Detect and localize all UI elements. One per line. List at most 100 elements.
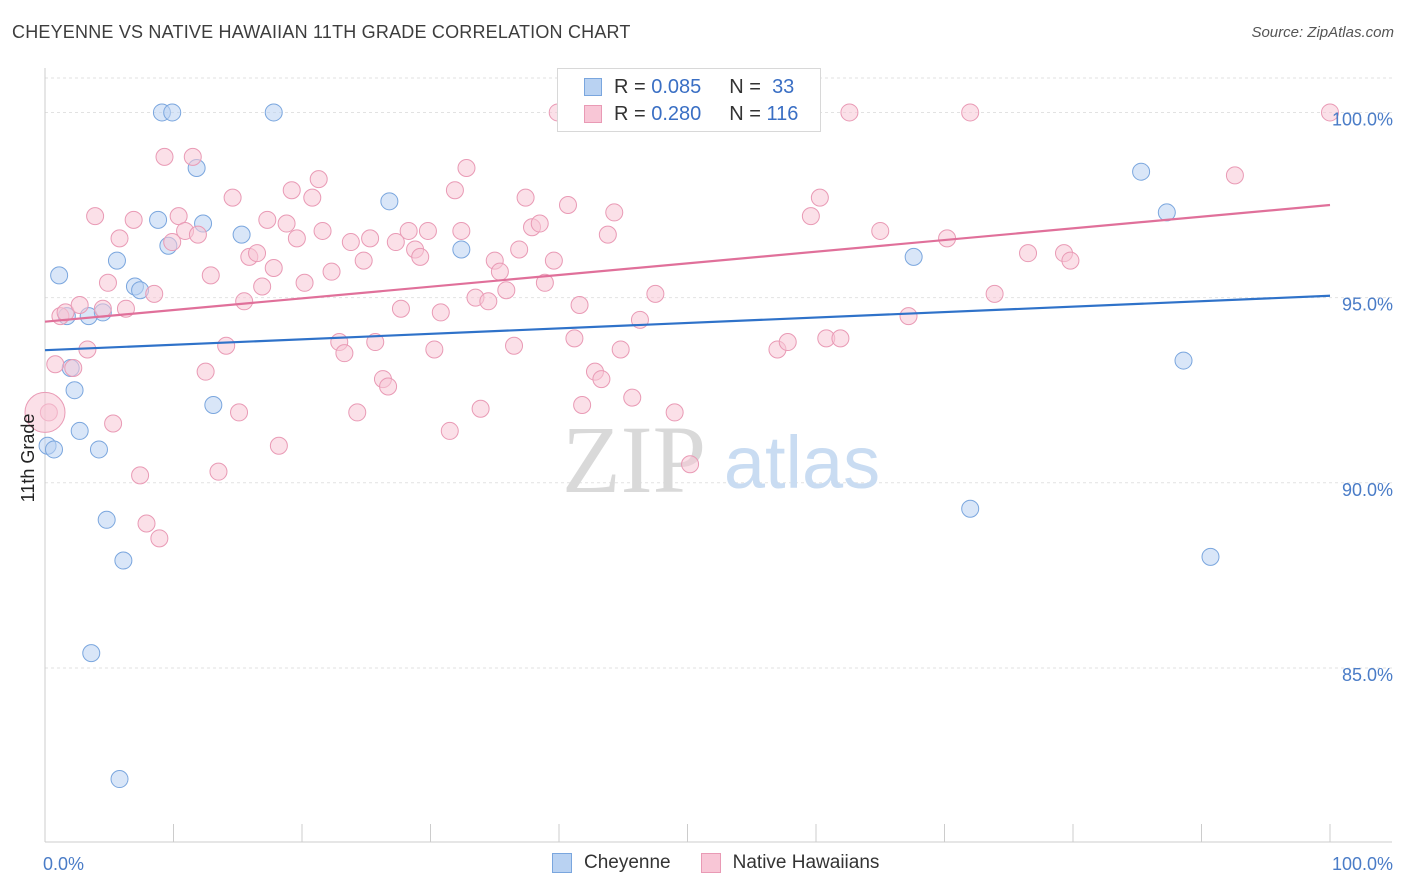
cheyenne-point xyxy=(961,499,980,518)
cheyenne-point xyxy=(1132,162,1151,181)
native-hawaiian-point xyxy=(1019,244,1038,263)
native-hawaiian-point xyxy=(137,514,156,533)
native-hawaiian-point xyxy=(1061,251,1080,270)
native-hawaiian-point xyxy=(871,221,890,240)
native-hawaiian-point xyxy=(201,266,220,285)
native-hawaiian-point xyxy=(1321,103,1339,122)
native-hawaiian-point xyxy=(110,229,129,248)
native-hawaiian-point xyxy=(56,303,75,322)
native-hawaiian-point xyxy=(565,329,584,348)
r-label: R = xyxy=(614,75,646,98)
cheyenne-point xyxy=(107,251,126,270)
correlation-legend: R = 0.085 N = 33 R = 0.280 N = 116 xyxy=(557,68,821,132)
legend-item-native-hawaiians[interactable]: Native Hawaiians xyxy=(700,852,880,874)
watermark-zip: ZIP xyxy=(562,406,706,513)
native-hawaiian-point xyxy=(269,436,288,455)
grid-lines xyxy=(45,77,1392,669)
native-hawaiian-point xyxy=(145,284,164,303)
legend-row-hawaiians: R = 0.280 N = 116 xyxy=(584,102,798,126)
native-hawaiian-point xyxy=(70,296,89,315)
tick-labels: 85.0% 90.0% 95.0% 100.0% 0.0% 100.0% xyxy=(43,109,1393,874)
native-hawaiian-point xyxy=(155,147,174,166)
native-hawaiian-point xyxy=(253,277,272,296)
native-hawaiian-point xyxy=(516,188,535,207)
native-hawaiian-point xyxy=(235,292,254,311)
cheyenne-point xyxy=(380,192,399,211)
native-hawaiian-point xyxy=(681,455,700,474)
chart-title: CHEYENNE VS NATIVE HAWAIIAN 11TH GRADE C… xyxy=(12,22,631,42)
n-label: N = xyxy=(729,102,761,125)
native-hawaiian-point xyxy=(46,355,65,374)
series-legend: Cheyenne Native Hawaiians xyxy=(552,852,909,874)
watermark-atlas: atlas xyxy=(724,421,880,504)
legend-label: Cheyenne xyxy=(584,852,671,873)
native-hawaiian-point xyxy=(831,329,850,348)
native-hawaiian-point xyxy=(303,188,322,207)
cheyenne-point xyxy=(65,381,84,400)
native-hawaiian-point xyxy=(282,181,301,200)
native-hawaiian-point xyxy=(287,229,306,248)
n-label: N = xyxy=(729,75,761,98)
native-hawaiian-point xyxy=(431,303,450,322)
native-hawaiian-point xyxy=(230,403,249,422)
native-hawaiian-point xyxy=(379,377,398,396)
native-hawaiian-point xyxy=(440,421,459,440)
native-hawaiian-point xyxy=(510,240,529,259)
native-hawaiian-point xyxy=(1225,166,1244,185)
axes xyxy=(44,68,1392,843)
native-hawaiian-point xyxy=(544,251,563,270)
legend-row-cheyenne: R = 0.085 N = 33 xyxy=(584,75,794,99)
native-hawaiian-point-large xyxy=(24,391,66,433)
native-hawaiian-point xyxy=(665,403,684,422)
native-hawaiian-point xyxy=(985,284,1004,303)
native-hawaiian-point xyxy=(248,244,267,263)
native-hawaiian-point xyxy=(131,466,150,485)
cheyenne-point xyxy=(82,644,101,663)
native-hawaiian-point xyxy=(169,207,188,226)
cheyenne-point xyxy=(1174,351,1193,370)
native-hawaiian-point xyxy=(598,225,617,244)
legend-label: Native Hawaiians xyxy=(732,852,880,873)
native-hawaiian-point xyxy=(361,229,380,248)
native-hawaiian-point xyxy=(457,158,476,177)
native-hawaiian-point xyxy=(611,340,630,359)
r-value: 0.085 xyxy=(651,75,702,98)
native-hawaiian-point xyxy=(196,362,215,381)
n-value: 33 xyxy=(772,75,795,98)
native-hawaiian-point xyxy=(592,370,611,389)
native-hawaiian-point xyxy=(93,299,112,318)
native-hawaiian-point xyxy=(840,103,859,122)
native-hawaiian-point xyxy=(335,344,354,363)
native-hawaiian-point xyxy=(150,529,169,548)
native-hawaiian-point xyxy=(570,296,589,315)
native-hawaiian-point xyxy=(535,273,554,292)
legend-item-cheyenne[interactable]: Cheyenne xyxy=(552,852,671,874)
native-hawaiian-point xyxy=(354,251,373,270)
native-hawaiian-point xyxy=(961,103,980,122)
cheyenne-point xyxy=(114,551,133,570)
source-label: Source: ZipAtlas.com xyxy=(1251,24,1394,41)
native-hawaiian-point xyxy=(605,203,624,222)
native-hawaiian-point xyxy=(277,214,296,233)
hawaiian-swatch xyxy=(700,853,721,873)
watermark: ZIP atlas xyxy=(562,406,880,513)
cheyenne-point xyxy=(232,225,251,244)
cheyenne-point xyxy=(149,210,168,229)
cheyenne-point xyxy=(97,510,116,529)
native-hawaiian-point xyxy=(801,207,820,226)
native-hawaiian-point xyxy=(418,221,437,240)
y-axis-label: 11th Grade xyxy=(18,414,38,503)
cheyenne-point xyxy=(110,770,129,789)
native-hawaiian-trend-line xyxy=(44,203,1331,323)
native-hawaiian-point xyxy=(573,396,592,415)
cheyenne-point xyxy=(264,103,283,122)
native-hawaiian-point xyxy=(411,247,430,266)
native-hawaiian-point xyxy=(490,262,509,281)
native-hawaiian-point xyxy=(104,414,123,433)
native-hawaiian-point xyxy=(163,233,182,252)
cheyenne-point xyxy=(89,440,108,459)
native-hawaiian-point xyxy=(899,307,918,326)
native-hawaiian-point xyxy=(366,333,385,352)
native-hawaiian-point xyxy=(399,221,418,240)
